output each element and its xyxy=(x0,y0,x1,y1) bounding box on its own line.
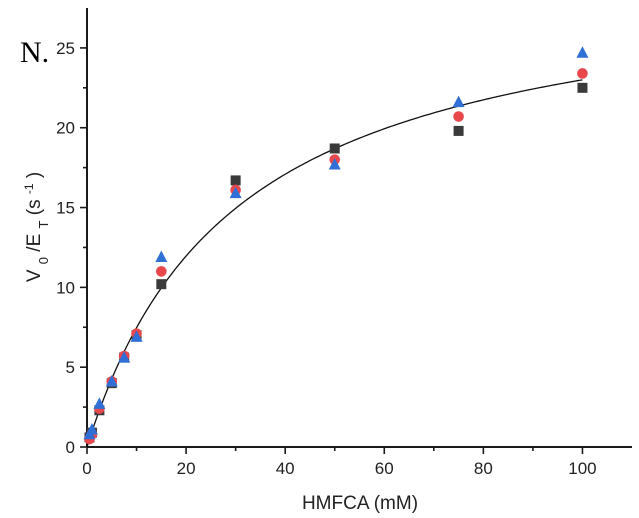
data-point-triangle xyxy=(576,46,589,58)
data-point-triangle xyxy=(118,351,131,363)
data-point-triangle xyxy=(93,397,106,409)
y-axis-title: V 0 /E T (s -1 ) xyxy=(22,172,51,282)
y-tick-label: 20 xyxy=(56,119,75,138)
x-tick-label: 20 xyxy=(177,459,196,478)
data-point-circle xyxy=(577,68,588,79)
y-tick-label: 5 xyxy=(66,358,75,377)
data-point-triangle xyxy=(105,375,118,387)
y-axis-title-v: V xyxy=(24,269,45,282)
data-point-triangle xyxy=(155,250,168,263)
y-tick-label: 15 xyxy=(56,199,75,218)
y-axis-title-slash: /E xyxy=(24,234,45,252)
y-axis-title-unit-exp: -1 xyxy=(22,183,36,194)
y-axis-title-v-sub: 0 xyxy=(36,257,51,264)
x-tick-label: 40 xyxy=(276,459,295,478)
x-tick-label: 0 xyxy=(82,459,91,478)
y-tick-label: 25 xyxy=(56,39,75,58)
y-tick-label: 0 xyxy=(66,438,75,457)
plot-area: 0 20 40 60 80 100 0 5 10 15 20 25 xyxy=(56,8,632,478)
data-point-square xyxy=(453,125,464,136)
x-axis-title: HMFCA (mM) xyxy=(302,493,418,514)
y-axis-title-unit-close: ) xyxy=(24,172,45,178)
x-tick-label: 60 xyxy=(375,459,394,478)
data-point-triangle xyxy=(85,422,98,435)
x-tick-label: 80 xyxy=(474,459,493,478)
data-point-triangle xyxy=(229,186,242,199)
x-tick-label: 100 xyxy=(568,459,596,478)
data-point-circle xyxy=(453,111,464,122)
data-point-square xyxy=(230,175,241,186)
data-point-circle xyxy=(156,266,167,277)
y-axis-title-unit-open: (s xyxy=(24,199,45,215)
data-point-triangle xyxy=(130,330,143,342)
data-point-triangle xyxy=(328,157,341,170)
data-point-triangle xyxy=(452,95,465,108)
data-point-square xyxy=(577,82,588,93)
y-tick-label: 10 xyxy=(56,278,75,297)
fit-curve xyxy=(86,79,583,448)
data-point-square xyxy=(329,143,340,154)
data-point-square xyxy=(156,279,167,290)
y-axis-title-e-sub: T xyxy=(36,220,51,228)
panel-label: N. xyxy=(20,36,49,69)
